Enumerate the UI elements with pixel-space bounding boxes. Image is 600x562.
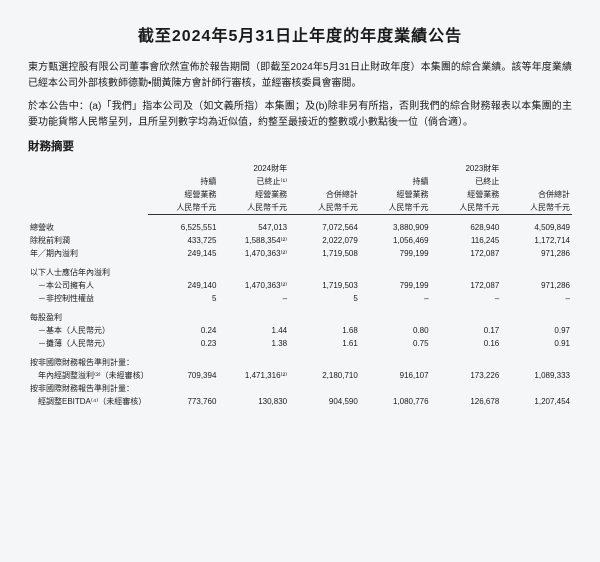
- row-profit-before-tax: 除稅前利潤 433,725 1,588,354⁽²⁾ 2,022,079 1,0…: [28, 234, 572, 247]
- row-eps-heading: 每股盈利: [28, 311, 572, 324]
- row-revenue: 總營收 6,525,551 547,013 7,072,564 3,880,90…: [28, 221, 572, 234]
- table-header-row: 持續 已終止⁽¹⁾ 持續 已終止: [28, 175, 572, 188]
- row-adjusted-profit: 年內經調整溢利⁽³⁾（未經審核） 709,394 1,471,316⁽²⁾ 2,…: [28, 369, 572, 382]
- intro-paragraph-1: 東方甄選控股有限公司董事會欣然宣佈於報告期間（即截至2024年5月31日止財政年…: [28, 60, 572, 91]
- table-header-row: 經營業務 經營業務 合併總計 經營業務 經營業務 合併總計: [28, 188, 572, 201]
- row-non-ifrs-heading: 按非國際財務報告準則計量：: [28, 356, 572, 369]
- row-attributable-heading: 以下人士應佔年內溢利: [28, 266, 572, 279]
- page-title: 截至2024年5月31日止年度的年度業績公告: [28, 22, 572, 46]
- table-header-row: 人民幣千元 人民幣千元 人民幣千元 人民幣千元 人民幣千元 人民幣千元: [28, 201, 572, 215]
- row-non-ifrs-heading-2: 按非國際財務報告準則計量：: [28, 382, 572, 395]
- row-profit-for-period: 年╱期內溢利 249,145 1,470,363⁽²⁾ 1,719,508 79…: [28, 247, 572, 260]
- table-header-row: 2024財年 2023財年: [28, 162, 572, 175]
- section-heading-financial-highlights: 財務摘要: [28, 138, 572, 154]
- row-owners-of-company: －本公司擁有人 249,140 1,470,363⁽²⁾ 1,719,503 7…: [28, 279, 572, 292]
- row-eps-basic: －基本（人民幣元） 0.24 1.44 1.68 0.80 0.17 0.97: [28, 324, 572, 337]
- intro-paragraph-2: 於本公告中：(a)「我們」指本公司及（如文義所指）本集團；及(b)除非另有所指，…: [28, 99, 572, 130]
- col-fy2024: 2024財年: [218, 162, 289, 175]
- financial-highlights-table: 2024財年 2023財年 持續 已終止⁽¹⁾ 持續 已終止 經營業務 經營業務…: [28, 162, 572, 408]
- row-non-controlling-interests: －非控制性權益 5 – 5 – – –: [28, 292, 572, 305]
- col-fy2023: 2023財年: [431, 162, 502, 175]
- announcement-sheet: 截至2024年5月31日止年度的年度業績公告 東方甄選控股有限公司董事會欣然宣佈…: [0, 0, 600, 562]
- row-eps-diluted: －攤薄（人民幣元） 0.23 1.38 1.61 0.75 0.16 0.91: [28, 337, 572, 350]
- row-adjusted-ebitda: 經調整EBITDA⁽⁴⁾（未經審核） 773,760 130,830 904,5…: [28, 395, 572, 408]
